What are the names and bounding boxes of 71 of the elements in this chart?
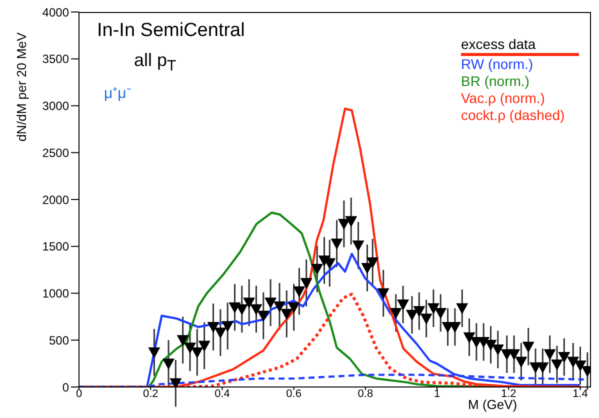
point <box>311 264 324 275</box>
point <box>550 360 563 370</box>
y-tick-label: 2000 <box>42 192 70 207</box>
point <box>176 335 189 346</box>
text: RW (norm.) <box>461 56 534 72</box>
text: BR (norm.) <box>461 73 530 89</box>
point <box>366 257 379 268</box>
point <box>274 301 286 312</box>
point <box>406 310 418 321</box>
point <box>463 332 476 344</box>
text: cockt.ρ (dashed) <box>461 107 565 123</box>
point <box>198 340 210 352</box>
x-tick-label: 1.4 <box>572 388 588 400</box>
point <box>377 288 390 300</box>
point <box>162 358 175 370</box>
point <box>264 298 277 309</box>
annotation: μ⁺μ⁻ <box>104 84 132 102</box>
text: all p$_{T}$ <box>134 50 176 75</box>
point <box>300 278 312 289</box>
point <box>214 328 226 339</box>
y-axis-title: dN/dM per 20 MeV <box>14 32 30 142</box>
point <box>257 310 270 322</box>
point <box>288 302 300 314</box>
point <box>148 347 160 358</box>
y-tick-label: 4000 <box>42 5 70 20</box>
y-tick-label: 3500 <box>42 52 70 66</box>
point <box>456 303 468 314</box>
point <box>420 314 432 325</box>
y-tick-label: 500 <box>48 333 70 348</box>
x-tick-label: 0.4 <box>214 388 230 400</box>
y-tick-label: 2500 <box>42 146 70 160</box>
point <box>243 298 256 309</box>
x-tick-label: 1.2 <box>501 388 516 400</box>
text: Vac.ρ (norm.) <box>461 90 545 106</box>
y-tick-label: 1000 <box>42 286 70 301</box>
point <box>544 349 556 360</box>
point <box>492 344 504 356</box>
x-tick-label: 0.6 <box>286 388 302 400</box>
point <box>508 349 520 360</box>
text: excess data <box>461 36 536 52</box>
point <box>222 321 234 332</box>
point <box>522 342 534 353</box>
point <box>338 218 350 230</box>
point <box>390 308 402 319</box>
x-tick-label: 0.8 <box>358 388 374 400</box>
y-tick-label: 3000 <box>42 99 70 114</box>
point <box>574 360 586 372</box>
point <box>345 216 358 228</box>
point <box>515 356 528 368</box>
point <box>184 342 196 354</box>
chart-title: In-In SemiCentral <box>97 20 245 42</box>
y-tick-label: 1500 <box>42 240 70 254</box>
point <box>191 347 204 358</box>
point <box>536 362 549 374</box>
point <box>434 308 447 319</box>
x-tick-label: 0 <box>76 388 82 400</box>
point <box>397 300 410 310</box>
point <box>484 340 497 351</box>
x-tick-label: 0.2 <box>142 388 158 400</box>
point <box>427 303 440 314</box>
point <box>207 322 220 333</box>
x-axis-title: M (GeV) <box>468 397 518 412</box>
point <box>293 286 306 298</box>
x-tick-label: 1 <box>434 388 440 400</box>
point <box>330 238 343 250</box>
point <box>280 308 293 320</box>
point <box>352 240 364 252</box>
point <box>567 356 580 368</box>
point <box>413 306 426 318</box>
point <box>558 352 570 363</box>
point <box>250 304 262 316</box>
